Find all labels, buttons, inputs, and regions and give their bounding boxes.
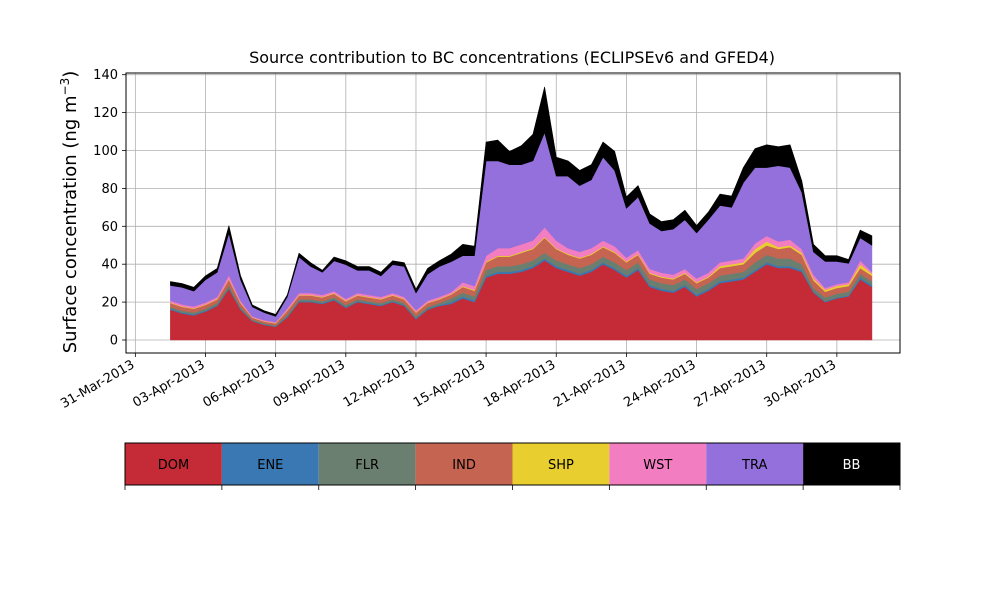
legend: DOM ENE FLR IND SHP WST TRA BB: [124, 442, 901, 490]
area-series-bb: [170, 86, 873, 317]
chart-title: Source contribution to BC concentrations…: [249, 48, 775, 67]
y-tick-label: 80: [101, 182, 118, 197]
x-tick-label: 21-Apr-2013: [551, 357, 628, 410]
legend-label-flr: FLR: [355, 458, 379, 473]
y-tick-label: 120: [93, 106, 118, 121]
x-tick-label: 30-Apr-2013: [762, 357, 839, 410]
legend-label-ene: ENE: [257, 458, 283, 473]
y-tick-label: 0: [110, 334, 118, 349]
y-axis-label-end: ): [60, 71, 81, 78]
legend-label-shp: SHP: [548, 458, 574, 473]
x-tick-label: 31-Mar-2013: [58, 357, 137, 411]
legend-swatch-ene: [221, 443, 319, 485]
y-tick-label: 20: [101, 296, 118, 311]
x-tick-label: 09-Apr-2013: [271, 357, 348, 410]
legend-swatch-dom: [125, 443, 222, 485]
legend-swatch-flr: [318, 443, 416, 485]
legend-swatch-tra: [706, 443, 804, 485]
plot-frame: [125, 72, 901, 354]
y-axis-label-exponent: −3: [58, 78, 72, 96]
legend-swatch-wst: [609, 443, 707, 485]
y-axis-label: Surface concentration (ng m−3): [58, 71, 81, 354]
x-tick-label: 15-Apr-2013: [411, 357, 488, 410]
x-tick-label: 12-Apr-2013: [341, 357, 418, 410]
legend-label-ind: IND: [452, 458, 476, 473]
y-tick-label: 100: [93, 144, 118, 159]
legend-label-bb: BB: [843, 458, 861, 473]
y-tick-label: 60: [101, 220, 118, 235]
legend-label-wst: WST: [643, 458, 672, 473]
y-axis-ticks: 0 20 40 60 80 100 120 140: [93, 68, 126, 349]
legend-label-tra: TRA: [741, 458, 767, 473]
legend-swatch-ind: [415, 443, 513, 485]
y-tick-label: 40: [101, 258, 118, 273]
legend-swatch-shp: [512, 443, 610, 485]
x-tick-label: 18-Apr-2013: [481, 357, 558, 410]
stacked-areas: [170, 86, 873, 341]
x-tick-label: 06-Apr-2013: [201, 357, 278, 410]
x-axis-ticks: 31-Mar-201303-Apr-201306-Apr-201309-Apr-…: [58, 353, 839, 412]
x-tick-label: 24-Apr-2013: [621, 357, 698, 410]
y-tick-label: 140: [93, 68, 118, 83]
x-tick-label: 03-Apr-2013: [130, 357, 207, 410]
y-axis-label-main: Surface concentration (ng m: [60, 95, 81, 353]
legend-label-dom: DOM: [158, 458, 189, 473]
legend-swatch-bb: [803, 443, 900, 485]
x-tick-label: 27-Apr-2013: [692, 357, 769, 410]
